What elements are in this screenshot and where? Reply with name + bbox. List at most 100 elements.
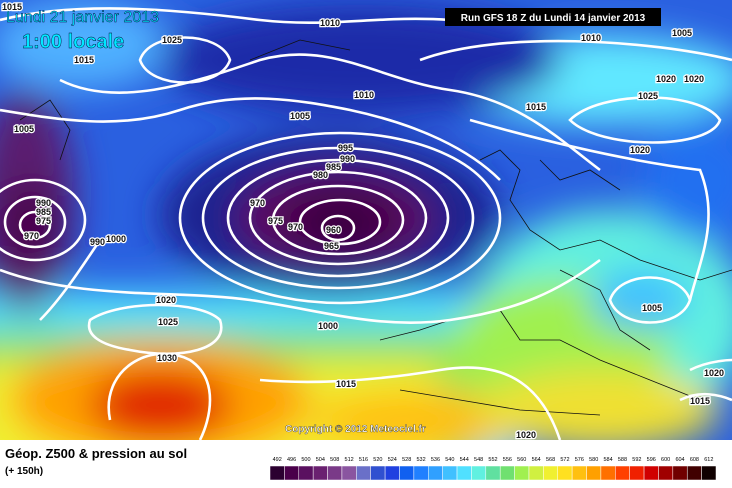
isobar-label: 980 [313, 170, 328, 180]
isobar-label: 970 [24, 231, 39, 241]
colorbar-tick-label: 612 [704, 457, 713, 463]
colorbar-tick-label: 492 [273, 457, 282, 463]
colorbar-tick-label: 596 [647, 457, 656, 463]
colorbar-swatch [284, 465, 300, 481]
valid-date: Lundi 21 janvier 2013 [6, 9, 159, 26]
colorbar: 492 496 500 504 508 512 516 520 524 528 532 536 540 5… [269, 457, 717, 481]
isobar-label: 1010 [354, 90, 374, 100]
isobar-labels: 1015101010251015101010051005995990985980… [1, 1, 726, 440]
colorbar-swatch [384, 465, 400, 481]
colorbar-swatch [312, 465, 328, 481]
colorbar-tick-label: 600 [661, 457, 670, 463]
isobar-label: 975 [268, 216, 283, 226]
colorbar-tick-label: 528 [402, 457, 411, 463]
copyright: Copyright © 2012 Meteociel.fr [285, 424, 426, 435]
colorbar-tick-label: 552 [488, 457, 497, 463]
colorbar-swatch [686, 465, 702, 481]
colorbar-tick-label: 500 [301, 457, 310, 463]
colorbar-swatch [485, 465, 501, 481]
isobar-label: 1025 [158, 317, 178, 327]
colorbar-tick-label: 576 [575, 457, 584, 463]
colorbar-swatch [557, 465, 573, 481]
colorbar-swatch [672, 465, 688, 481]
isobar-label: 1010 [320, 18, 340, 28]
isobar-label: 1020 [684, 74, 704, 84]
colorbar-swatch [298, 465, 314, 481]
colorbar-tick-label: 548 [474, 457, 483, 463]
isobar-label: 1015 [2, 2, 22, 12]
isobar-label: 1000 [318, 321, 338, 331]
colorbar-swatch [269, 465, 285, 481]
colorbar-swatch [543, 465, 558, 481]
colorbar-tick-label: 608 [690, 457, 699, 463]
colorbar-swatch [643, 465, 659, 481]
colorbar-tick-label: 540 [445, 457, 454, 463]
colorbar-swatch [327, 465, 343, 481]
isobar-label: 1020 [516, 430, 536, 440]
isobar-label: 1025 [638, 91, 658, 101]
colorbar-tick-label: 604 [675, 457, 684, 463]
isobar-label: 1015 [690, 396, 710, 406]
local-time: 1:00 locale [22, 31, 124, 53]
colorbar-tick-label: 592 [632, 457, 641, 463]
isobar-label: 1005 [290, 111, 310, 121]
isobar-label: 995 [338, 143, 353, 153]
isobar-label: 1030 [157, 353, 177, 363]
colorbar-tick-label: 580 [589, 457, 598, 463]
colorbar-swatch [514, 465, 530, 481]
colorbar-swatch [356, 465, 371, 481]
isobar-label: 1005 [672, 28, 692, 38]
isobar-label: 965 [324, 241, 339, 251]
isobar-label: 960 [326, 225, 341, 235]
isobar-label: 1025 [162, 35, 182, 45]
colorbar-tick-label: 504 [316, 457, 325, 463]
isobar-label: 990 [90, 237, 105, 247]
isobar-label: 1005 [642, 303, 662, 313]
isobar-label: 985 [326, 162, 341, 172]
colorbar-tick-label: 588 [618, 457, 627, 463]
colorbar-tick-label: 556 [503, 457, 512, 463]
colorbar-swatch [615, 465, 630, 481]
colorbar-swatch [701, 465, 717, 481]
colorbar-tick-label: 516 [359, 457, 368, 463]
isobar-label: 1005 [14, 124, 34, 134]
colorbar-swatch [442, 465, 458, 481]
colorbar-tick-label: 520 [373, 457, 382, 463]
colorbar-tick-label: 584 [604, 457, 613, 463]
colorbar-swatch [629, 465, 645, 481]
colorbar-swatch [399, 465, 415, 481]
colorbar-swatch [370, 465, 386, 481]
run-box [445, 8, 661, 26]
isobar-label: 1015 [336, 379, 356, 389]
colorbar-swatch [528, 465, 544, 481]
colorbar-tick-label: 512 [345, 457, 354, 463]
colorbar-tick-label: 560 [517, 457, 526, 463]
legend-lead: (+ 150h) [5, 466, 43, 477]
isobar-label: 1020 [704, 368, 724, 378]
colorbar-swatch [428, 465, 443, 481]
isobar-label: 985 [36, 207, 51, 217]
colorbar-tick-label: 496 [287, 457, 296, 463]
colorbar-swatch [456, 465, 472, 481]
legend-title: Géop. Z500 & pression au sol [5, 446, 187, 461]
colorbar-tick-label: 544 [460, 457, 469, 463]
colorbar-tick-label: 564 [532, 457, 541, 463]
colorbar-tick-label: 568 [546, 457, 555, 463]
isobar-label: 975 [36, 216, 51, 226]
colorbar-tick-label: 524 [388, 457, 397, 463]
isobar-label: 1010 [581, 33, 601, 43]
colorbar-swatch [600, 465, 616, 481]
isobar-label: 1015 [526, 102, 546, 112]
isobar-label: 970 [288, 222, 303, 232]
colorbar-tick-label: 572 [560, 457, 569, 463]
run-info: Run GFS 18 Z du Lundi 14 janvier 2013 [461, 13, 646, 24]
colorbar-swatch [658, 465, 674, 481]
colorbar-swatch [499, 465, 515, 481]
colorbar-swatch [571, 465, 587, 481]
isobar-label: 1020 [656, 74, 676, 84]
colorbar-swatch [413, 465, 429, 481]
colorbar-tick-label: 508 [330, 457, 339, 463]
isobar-label: 990 [36, 198, 51, 208]
